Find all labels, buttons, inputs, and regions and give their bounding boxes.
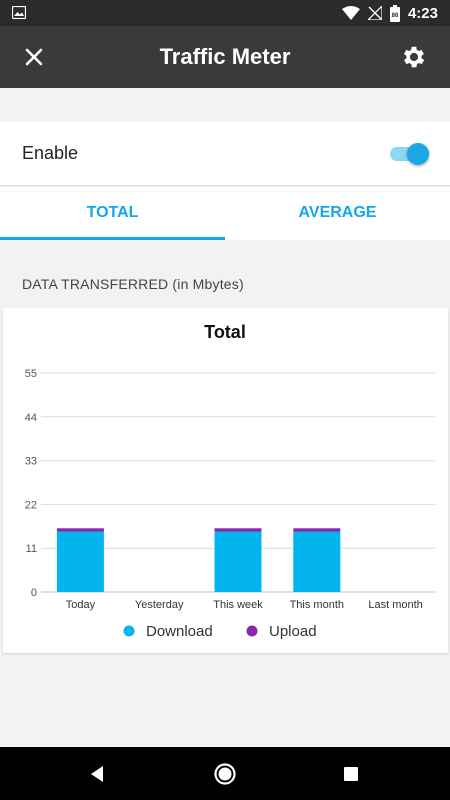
status-bar: 86 4:23 — [0, 0, 450, 26]
y-tick-label: 11 — [26, 543, 37, 555]
enable-toggle[interactable] — [388, 143, 429, 165]
chart-card: Total 0 11 22 33 44 55 Today Yesterday This week T… — [3, 308, 448, 653]
gear-icon[interactable] — [400, 43, 428, 71]
y-tick-label: 0 — [31, 587, 37, 599]
enable-row: Enable — [0, 122, 450, 186]
chart-title: Total — [204, 322, 246, 342]
y-tick-label: 55 — [25, 368, 37, 380]
bar-download[interactable] — [293, 531, 341, 592]
tab-bar: TOTAL AVERAGE — [0, 187, 450, 240]
y-tick-label: 22 — [25, 499, 37, 511]
legend-marker-upload — [246, 625, 258, 637]
status-time: 4:23 — [407, 4, 438, 22]
legend-label-upload: Upload — [269, 623, 317, 640]
tab-average[interactable]: AVERAGE — [298, 204, 377, 221]
chart: Total 0 11 22 33 44 55 Today Yesterday This week T… — [25, 322, 435, 640]
section-header: DATA TRANSFERRED (in Mbytes) — [22, 276, 244, 292]
app-bar: Traffic Meter — [0, 26, 450, 88]
nav-bar — [0, 747, 450, 800]
tab-total[interactable]: TOTAL — [0, 187, 225, 240]
recents-icon[interactable] — [339, 762, 363, 786]
x-tick-label: This week — [213, 599, 263, 611]
no-signal-icon — [367, 6, 382, 20]
close-icon[interactable] — [22, 45, 46, 69]
page-title: Traffic Meter — [159, 44, 291, 69]
y-tick-label: 44 — [25, 412, 37, 424]
bar-upload[interactable] — [293, 528, 341, 532]
wifi-icon — [341, 6, 360, 20]
bar-upload[interactable] — [214, 528, 262, 532]
battery-label: 86 — [392, 13, 399, 19]
legend-label-download: Download — [146, 623, 213, 640]
back-icon[interactable] — [86, 762, 110, 786]
x-tick-label: This month — [290, 599, 344, 611]
battery-icon: 86 — [389, 4, 400, 22]
image-icon — [12, 6, 26, 19]
toggle-thumb — [407, 143, 429, 165]
home-icon[interactable] — [213, 762, 237, 786]
bar-upload[interactable] — [56, 528, 104, 532]
x-tick-label: Yesterday — [135, 599, 184, 611]
bar-download[interactable] — [214, 531, 262, 592]
x-tick-label: Today — [66, 599, 96, 611]
legend-marker-download — [123, 625, 135, 637]
x-tick-label: Last month — [368, 599, 422, 611]
enable-label: Enable — [22, 143, 79, 163]
status-icons: 86 4:23 — [341, 4, 438, 22]
y-tick-label: 33 — [25, 456, 37, 468]
bar-download[interactable] — [56, 531, 104, 592]
